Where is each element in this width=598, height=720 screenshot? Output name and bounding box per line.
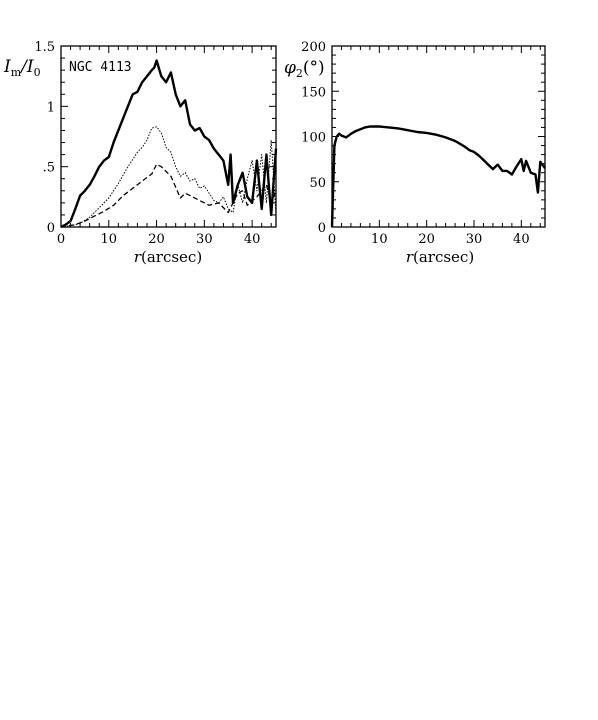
left-x-tick-label: 40 <box>244 232 261 247</box>
left-y-tick-label: 1.5 <box>34 40 55 55</box>
left-x-tick-label: 10 <box>101 232 118 247</box>
left-series-group <box>60 59 278 229</box>
left-y-tick-label: .5 <box>43 161 55 176</box>
left-series-dashed <box>60 163 277 228</box>
right-panel-phase-angle: 0 10 20 30 40 0 50 100 150 200 φ2(°) r(arcsec) <box>284 40 546 266</box>
right-x-axis-label: r(arcsec) <box>406 248 474 266</box>
left-y-label-sep: /I <box>19 57 34 77</box>
left-y-label-sub-m: m <box>11 66 22 79</box>
left-tick-labels: 0 10 20 30 40 0 .5 1 1.5 <box>34 40 260 247</box>
right-series-solid-thick <box>330 125 546 228</box>
right-y-label-unit: (°) <box>303 58 325 78</box>
right-tick-labels: 0 10 20 30 40 0 50 100 150 200 <box>301 40 529 247</box>
right-y-tick-label: 150 <box>301 85 326 100</box>
left-y-label-sub-0: 0 <box>34 66 41 79</box>
left-x-label-r: r <box>134 248 142 266</box>
right-series-group <box>330 125 546 228</box>
right-x-tick-label: 40 <box>513 232 530 247</box>
right-y-tick-label: 0 <box>318 221 326 236</box>
right-x-label-unit: (arcsec) <box>413 248 474 266</box>
left-x-label-unit: (arcsec) <box>141 248 202 266</box>
left-plot-frame <box>60 45 277 228</box>
right-y-axis-label: φ2(°) <box>284 58 325 80</box>
right-x-label-r: r <box>406 248 414 266</box>
left-x-tick-label: 0 <box>57 232 65 247</box>
right-x-tick-label: 20 <box>418 232 435 247</box>
right-x-tick-label: 30 <box>466 232 483 247</box>
left-y-tick-label: 1 <box>47 100 55 115</box>
left-x-tick-label: 30 <box>196 232 213 247</box>
left-y-label-i: I <box>3 57 11 77</box>
right-y-label-sub-2: 2 <box>296 67 303 80</box>
figure: 0 10 20 30 400.511.5 NGC 4113 Im/I0 r(arcsec… <box>3 40 546 266</box>
right-y-tick-label: 50 <box>309 176 326 191</box>
left-y-axis-label: Im/I0 <box>3 57 41 79</box>
left-x-axis-label: r(arcsec) <box>134 248 202 266</box>
left-x-tick-label: 20 <box>148 232 165 247</box>
left-ticks <box>60 45 276 228</box>
left-series-dotted <box>60 126 277 228</box>
left-series-solid-thick <box>60 59 278 229</box>
right-y-tick-label: 100 <box>301 131 326 146</box>
left-panel-intensity-ratio: 0 10 20 30 400.511.5 NGC 4113 Im/I0 r(arcsec… <box>3 40 278 266</box>
left-y-tick-label: 0 <box>47 221 55 236</box>
right-y-tick-label: 200 <box>301 40 326 55</box>
right-x-tick-label: 10 <box>371 232 388 247</box>
right-x-tick-label: 0 <box>328 232 336 247</box>
left-annotation: NGC 4113 <box>69 60 132 75</box>
right-y-label-phi: φ <box>284 58 296 78</box>
